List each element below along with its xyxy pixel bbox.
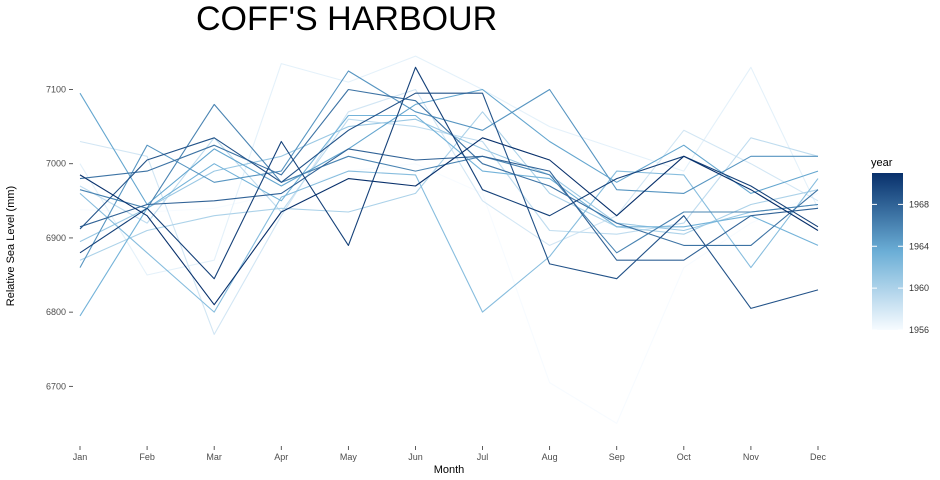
chart-title: COFF'S HARBOUR bbox=[196, 0, 497, 38]
series-line-1964 bbox=[79, 88, 819, 206]
x-tick-label: Nov bbox=[743, 452, 760, 462]
series-line-1960 bbox=[79, 111, 819, 261]
series-line-1963 bbox=[79, 114, 819, 317]
x-tick-label: Jun bbox=[408, 452, 423, 462]
x-axis-title: Month bbox=[434, 464, 465, 476]
series-line-1959 bbox=[79, 118, 819, 235]
series-line-1965 bbox=[79, 70, 818, 268]
series-line-1961 bbox=[79, 118, 819, 243]
x-tick-label: May bbox=[340, 452, 358, 462]
x-tick-label: Apr bbox=[274, 452, 288, 462]
x-tick-label: Aug bbox=[542, 452, 558, 462]
series-line-1967 bbox=[79, 88, 819, 246]
series-line-1957 bbox=[79, 55, 819, 276]
series-line-1956 bbox=[79, 163, 819, 424]
y-tick-label: 7000 bbox=[46, 159, 66, 169]
y-tick-label: 6700 bbox=[46, 381, 66, 391]
y-tick-label: 6900 bbox=[46, 233, 66, 243]
legend-tick-label: 1956 bbox=[909, 325, 929, 335]
y-tick-label: 6800 bbox=[46, 307, 66, 317]
x-tick-label: Sep bbox=[609, 452, 625, 462]
series-line-1970 bbox=[79, 66, 819, 280]
series-line-1966 bbox=[79, 103, 819, 254]
series-line-1971 bbox=[79, 137, 819, 306]
x-tick-label: Jan bbox=[73, 452, 88, 462]
x-tick-label: Oct bbox=[677, 452, 692, 462]
x-axis: Jan Feb Mar Apr May Jun Jul Aug Sep Oct Nov Dec bbox=[73, 446, 827, 462]
y-tick-label: 7100 bbox=[46, 85, 66, 95]
legend-colorbar bbox=[872, 173, 903, 330]
legend: year 1956 1960 1964 1968 bbox=[871, 157, 929, 335]
series-line-1969 bbox=[79, 92, 819, 309]
x-tick-label: Feb bbox=[139, 452, 155, 462]
series-line-1962 bbox=[79, 170, 819, 313]
series-line-1958 bbox=[79, 88, 819, 335]
legend-ticks: 1956 1960 1964 1968 bbox=[872, 199, 929, 335]
legend-title: year bbox=[871, 157, 893, 169]
y-axis-title: Relative Sea Level (mm) bbox=[5, 186, 17, 306]
x-tick-label: Mar bbox=[206, 452, 222, 462]
x-tick-label: Jul bbox=[477, 452, 489, 462]
legend-tick-label: 1960 bbox=[909, 283, 929, 293]
legend-tick-label: 1968 bbox=[909, 199, 929, 209]
series-layer bbox=[79, 55, 819, 424]
y-axis: 6700 6800 6900 7000 7100 bbox=[46, 85, 73, 391]
legend-tick-label: 1964 bbox=[909, 241, 929, 251]
x-tick-label: Dec bbox=[810, 452, 827, 462]
series-line-1968 bbox=[79, 148, 819, 261]
